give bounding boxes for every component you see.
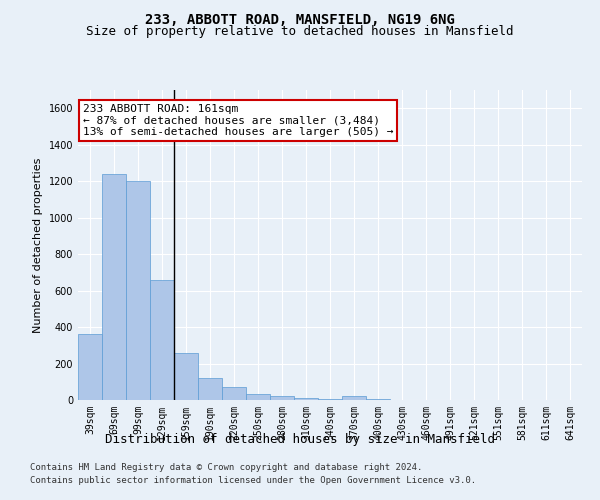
- Bar: [270, 396, 294, 400]
- Bar: [198, 378, 222, 400]
- Bar: [126, 181, 150, 400]
- Bar: [366, 399, 390, 400]
- Text: Size of property relative to detached houses in Mansfield: Size of property relative to detached ho…: [86, 25, 514, 38]
- Text: Contains HM Land Registry data © Crown copyright and database right 2024.: Contains HM Land Registry data © Crown c…: [30, 462, 422, 471]
- Bar: [78, 334, 102, 400]
- Y-axis label: Number of detached properties: Number of detached properties: [33, 158, 43, 332]
- Bar: [150, 280, 174, 400]
- Bar: [318, 399, 342, 400]
- Text: 233, ABBOTT ROAD, MANSFIELD, NG19 6NG: 233, ABBOTT ROAD, MANSFIELD, NG19 6NG: [145, 12, 455, 26]
- Bar: [246, 394, 270, 400]
- Bar: [294, 398, 318, 400]
- Bar: [222, 387, 246, 400]
- Text: Distribution of detached houses by size in Mansfield: Distribution of detached houses by size …: [105, 432, 495, 446]
- Text: Contains public sector information licensed under the Open Government Licence v3: Contains public sector information licen…: [30, 476, 476, 485]
- Bar: [174, 352, 198, 400]
- Bar: [342, 396, 366, 400]
- Bar: [102, 174, 126, 400]
- Text: 233 ABBOTT ROAD: 161sqm
← 87% of detached houses are smaller (3,484)
13% of semi: 233 ABBOTT ROAD: 161sqm ← 87% of detache…: [83, 104, 394, 137]
